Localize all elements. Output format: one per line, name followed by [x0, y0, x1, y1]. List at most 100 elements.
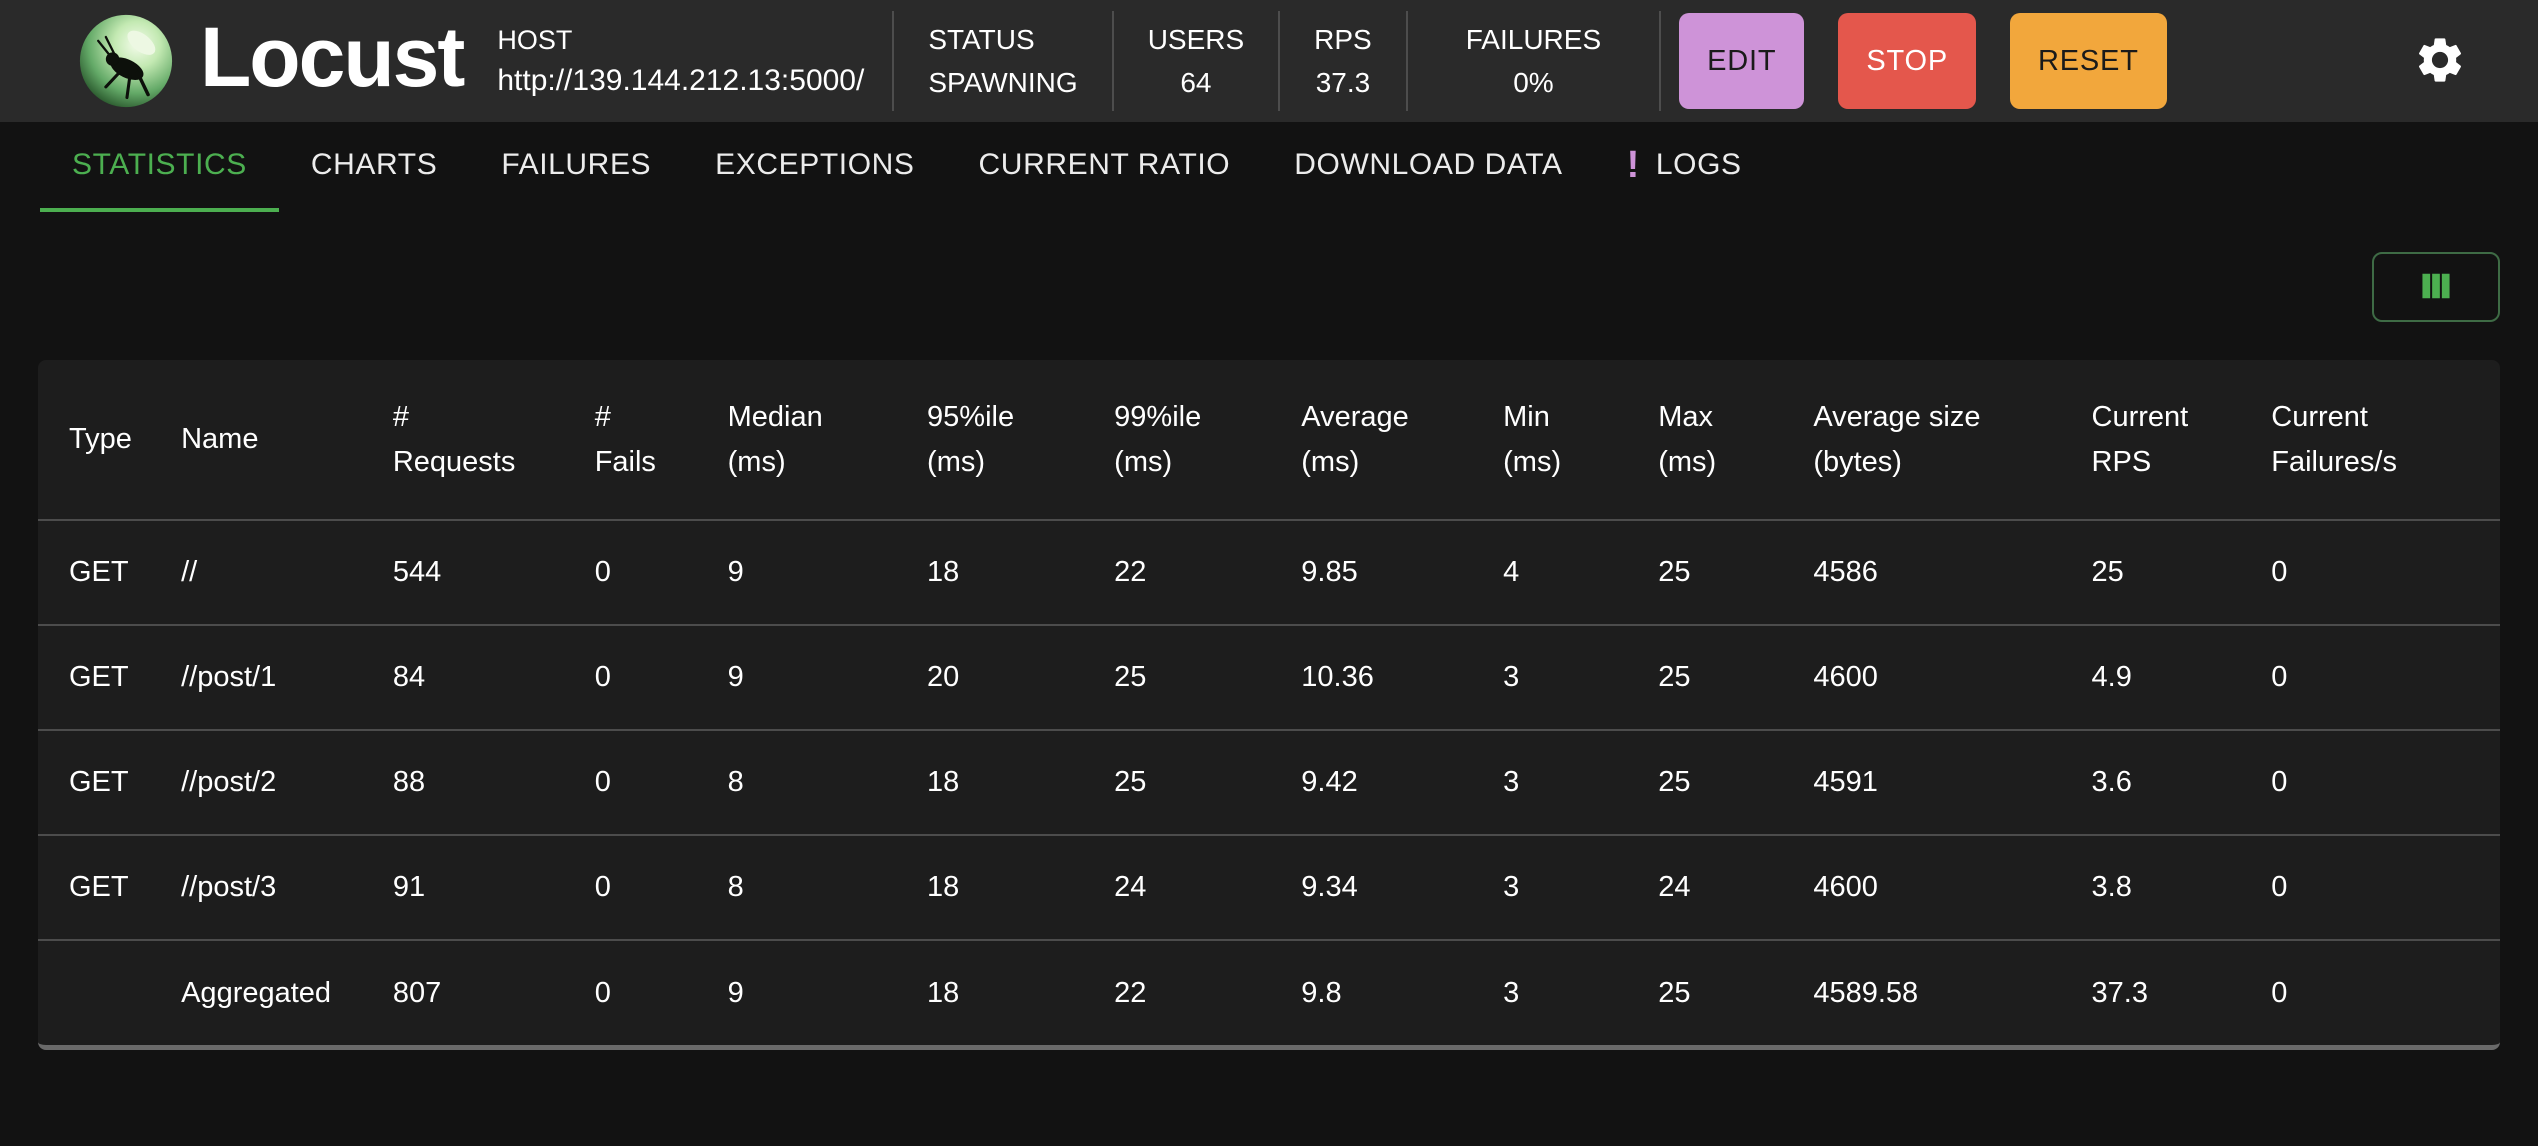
column-header-type: Type	[69, 423, 132, 456]
host-label: HOST	[497, 24, 573, 55]
table-cell: 0	[2251, 624, 2500, 730]
table-cell: 0	[574, 624, 708, 730]
tab-label: FAILURES	[501, 148, 652, 181]
table-cell: 9	[707, 939, 908, 1045]
tab-failures[interactable]: FAILURES	[469, 122, 683, 212]
table-cell: 25	[1094, 729, 1282, 835]
statistics-page: Type Name # Requests # Fails Median (ms) 95%ile(…	[0, 252, 2538, 1050]
tab-download-data[interactable]: DOWNLOAD DATA	[1262, 122, 1594, 212]
table-cell: 0	[574, 519, 708, 625]
tab-charts[interactable]: CHARTS	[279, 122, 469, 212]
table-cell: 9.85	[1281, 519, 1484, 625]
table-cell: 88	[372, 729, 575, 835]
table-cell: 807	[372, 939, 575, 1045]
table-cell: 9.8	[1281, 939, 1484, 1045]
column-header-name: Name	[181, 423, 259, 456]
locust-logo-icon	[78, 13, 174, 109]
table-cell: 9.42	[1281, 729, 1484, 835]
table-row: GET//544 0 9 18 22 9.85 4 25 4586 25 0	[38, 519, 2500, 625]
tab-statistics[interactable]: STATISTICS	[40, 122, 279, 212]
table-cell: 3	[1483, 729, 1639, 835]
table-cell	[38, 939, 162, 1045]
table-cell: 84	[372, 624, 575, 730]
tab-exceptions[interactable]: EXCEPTIONS	[683, 122, 946, 212]
column-header--fails: # Fails	[594, 400, 656, 478]
column-header-average-ms-: Average (ms)	[1301, 400, 1409, 478]
stat-failures: FAILURES 0%	[1405, 11, 1662, 111]
tab-label: CHARTS	[310, 148, 438, 181]
reset-button[interactable]: RESET	[2010, 13, 2167, 109]
table-cell: 91	[372, 834, 575, 940]
table-cell: 4591	[1793, 729, 2072, 835]
table-cell: 24	[1638, 834, 1794, 940]
table-cell: 0	[2251, 939, 2500, 1045]
view-columns-icon	[2415, 265, 2457, 310]
table-cell: //post/2	[161, 729, 373, 835]
table-cell: //	[161, 519, 373, 625]
statistics-table: Type Name # Requests # Fails Median (ms) 95%ile(…	[38, 360, 2500, 1045]
table-cell: 4600	[1793, 834, 2072, 940]
table-cell: 37.3	[2071, 939, 2252, 1045]
stat-label: STATUS	[928, 23, 1035, 55]
settings-button[interactable]	[2412, 33, 2468, 89]
tab-logs[interactable]: ! LOGS	[1595, 122, 1774, 212]
stat-value: 0%	[1513, 66, 1554, 98]
table-cell: 4600	[1793, 624, 2072, 730]
table-cell: 0	[2251, 729, 2500, 835]
column-header-95-ile-ms-: 95%ile (ms)	[927, 400, 1015, 478]
column-header--requests: # Requests	[392, 400, 516, 478]
table-cell: 25	[1638, 519, 1794, 625]
table-header: Type Name # Requests # Fails Median (ms) 95%ile(…	[38, 360, 2500, 520]
table-cell: 25	[1094, 624, 1282, 730]
table-cell: GET	[38, 519, 162, 625]
stat-label: USERS	[1147, 23, 1245, 55]
tab-label: LOGS	[1655, 148, 1742, 181]
table-cell: 9	[707, 624, 908, 730]
table-cell: 0	[574, 834, 708, 940]
stat-value: 64	[1180, 66, 1212, 98]
tab-label: DOWNLOAD DATA	[1294, 148, 1563, 181]
table-cell: 25	[1638, 624, 1794, 730]
table-cell: //post/3	[161, 834, 373, 940]
host-block: HOST http://139.144.212.13:5000/	[497, 24, 864, 96]
table-body: GET//544 0 9 18 22 9.85 4 25 4586 25 0 GET//post/1 8…	[38, 519, 2500, 1045]
table-cell: 0	[2251, 834, 2500, 940]
table-cell: 18	[907, 519, 1095, 625]
table-cell: GET	[38, 834, 162, 940]
table-cell: 0	[2251, 519, 2500, 625]
column-selector-button[interactable]	[2372, 252, 2500, 322]
logs-alert-badge: !	[1626, 144, 1640, 186]
stat-value: 37.3	[1315, 66, 1371, 98]
table-cell: 3	[1483, 834, 1639, 940]
tab-label: STATISTICS	[72, 148, 247, 181]
table-cell: 3	[1483, 624, 1639, 730]
table-cell: 4	[1483, 519, 1639, 625]
statistics-table-card: Type Name # Requests # Fails Median (ms) 95%ile(…	[38, 360, 2500, 1050]
table-cell: 3.8	[2071, 834, 2252, 940]
table-cell: 18	[907, 729, 1095, 835]
stop-button[interactable]: STOP	[1838, 13, 1977, 109]
column-header-max-ms-: Max (ms)	[1658, 400, 1717, 478]
table-cell: 4586	[1793, 519, 2072, 625]
tab-bar: STATISTICS CHARTS FAILURES EXCEPTIONS CU…	[0, 122, 2538, 212]
stat-rps: RPS 37.3	[1278, 11, 1406, 111]
table-cell: 22	[1094, 519, 1282, 625]
table-row: GET//post/1 84 0 9 20 25 10.36 3 25 4600 4.9 0	[38, 624, 2500, 730]
table-cell: Aggregated	[161, 939, 373, 1045]
stat-status: STATUS SPAWNING	[892, 11, 1111, 111]
column-header-median-ms-: Median (ms)	[727, 400, 823, 478]
stat-value: SPAWNING	[928, 66, 1078, 98]
table-cell: //post/1	[161, 624, 373, 730]
column-header-current-rps: Current RPS	[2091, 400, 2189, 478]
table-cell: 0	[574, 729, 708, 835]
tab-label: CURRENT RATIO	[978, 148, 1231, 181]
tab-current-ratio[interactable]: CURRENT RATIO	[947, 122, 1263, 212]
edit-button[interactable]: EDIT	[1679, 13, 1805, 109]
table-cell: 3	[1483, 939, 1639, 1045]
table-row: Aggregated 807 0 9 18 22 9.8 3 25 4589.58 37.3 0	[38, 939, 2500, 1045]
table-cell: GET	[38, 729, 162, 835]
table-cell: 4.9	[2071, 624, 2252, 730]
table-cell: 10.36	[1281, 624, 1484, 730]
table-cell: 9	[707, 519, 908, 625]
table-cell: 4589.58	[1793, 939, 2072, 1045]
